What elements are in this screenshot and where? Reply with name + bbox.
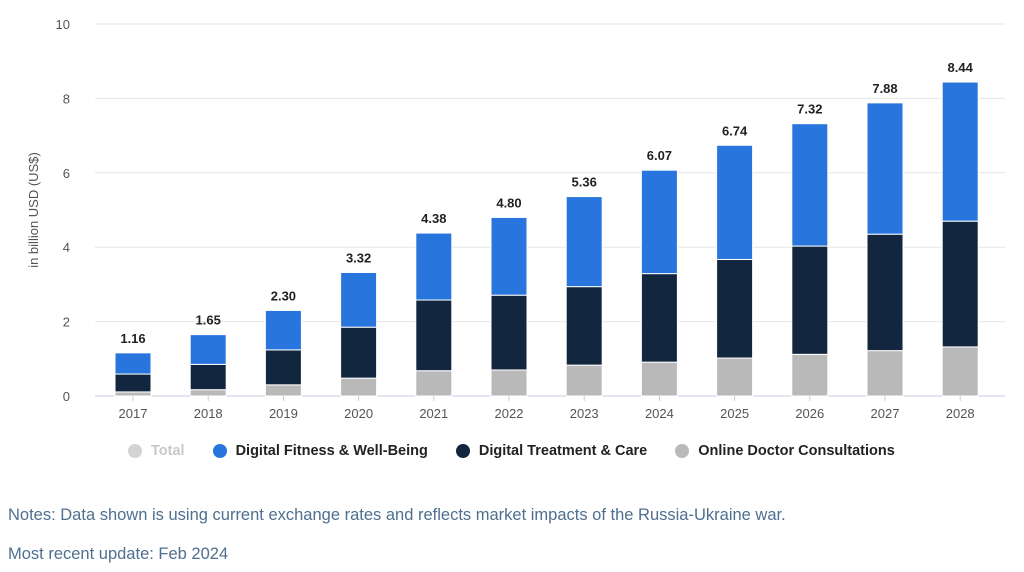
x-tick-label: 2018 — [194, 406, 223, 421]
legend-label: Digital Treatment & Care — [478, 443, 648, 459]
bar-segment — [941, 220, 979, 348]
x-tick-label: 2028 — [946, 406, 975, 421]
x-tick-label: 2027 — [871, 406, 900, 421]
data-label: 7.88 — [872, 81, 897, 96]
y-tick-label: 2 — [63, 315, 70, 330]
legend: Total Digital Fitness & Well-Being Digit… — [128, 443, 895, 459]
data-label: 1.65 — [196, 313, 221, 328]
bar-segment — [640, 361, 678, 397]
bar-segment — [340, 271, 378, 328]
data-label: 6.74 — [722, 123, 748, 138]
legend-label: Digital Fitness & Well-Being — [235, 443, 428, 459]
bar-segment — [866, 350, 904, 397]
x-tick-label: 2023 — [570, 406, 599, 421]
bar-segment — [716, 144, 754, 260]
update-text: Most recent update: Feb 2024 — [8, 545, 229, 563]
legend-dot — [128, 444, 142, 458]
bar-segment — [340, 326, 378, 379]
legend-dot — [212, 444, 227, 458]
bar-segment — [114, 373, 152, 393]
legend-item-fitness[interactable]: Digital Fitness & Well-Being — [212, 443, 428, 459]
bar-segment — [791, 245, 829, 355]
x-tick-label: 2022 — [495, 406, 524, 421]
bar-segment — [941, 346, 979, 397]
bar-segment — [415, 370, 453, 397]
bar-segment — [565, 364, 603, 397]
x-tick-label: 2020 — [344, 406, 373, 421]
legend-item-treatment[interactable]: Digital Treatment & Care — [455, 443, 648, 459]
bar-segment — [415, 299, 453, 372]
data-label: 6.07 — [647, 148, 672, 163]
bar-segment — [264, 349, 302, 386]
legend-item-consultations[interactable]: Online Doctor Consultations — [675, 443, 895, 459]
y-axis-label: in billion USD (US$) — [26, 152, 41, 268]
bar-segment — [716, 258, 754, 359]
y-tick-label: 8 — [63, 91, 70, 106]
bar-segment — [490, 216, 528, 296]
bar-segment — [264, 309, 302, 351]
bar-segment — [114, 391, 152, 397]
x-tick-label: 2026 — [795, 406, 824, 421]
stacked-bar-chart: 0 2 4 6 8 10 in billion USD (US$) 2017 1.16 2018 1… — [26, 17, 1005, 421]
bar-segment — [189, 389, 227, 397]
bar-segment — [340, 377, 378, 397]
data-label: 2.30 — [271, 288, 296, 303]
bar-segment — [791, 123, 829, 247]
data-label: 4.38 — [421, 211, 446, 226]
bar-segment — [866, 102, 904, 235]
x-tick-label: 2021 — [419, 406, 448, 421]
bar-segment — [264, 384, 302, 397]
y-tick-label: 0 — [63, 389, 70, 404]
bar-segment — [640, 273, 678, 363]
x-tick-label: 2025 — [720, 406, 749, 421]
y-tick-label: 4 — [63, 240, 70, 255]
bar-segment — [866, 233, 904, 352]
legend-dot — [455, 444, 470, 458]
bar-segment — [716, 357, 754, 397]
legend-label: Total — [151, 443, 185, 459]
bar-segment — [114, 352, 152, 375]
bar-segment — [791, 353, 829, 397]
bar-segment — [415, 232, 453, 301]
x-tick-label: 2017 — [119, 406, 148, 421]
bar-segment — [490, 294, 528, 371]
bar-segment — [941, 81, 979, 222]
x-tick-label: 2024 — [645, 406, 674, 421]
notes-text: Notes: Data shown is using current excha… — [8, 506, 786, 524]
x-tick-label: 2019 — [269, 406, 298, 421]
legend-label: Online Doctor Consultations — [698, 443, 895, 459]
y-tick-label: 10 — [56, 17, 70, 32]
bar-segment — [189, 334, 227, 365]
data-label: 8.44 — [948, 60, 974, 75]
y-tick-label: 6 — [63, 166, 70, 181]
data-label: 7.32 — [797, 102, 822, 117]
bar-segment — [565, 286, 603, 366]
bar-segment — [189, 363, 227, 391]
data-label: 1.16 — [120, 331, 145, 346]
bar-segment — [640, 169, 678, 275]
legend-dot — [675, 444, 690, 458]
legend-item-total[interactable]: Total — [128, 443, 185, 459]
bar-segment — [565, 196, 603, 288]
data-label: 3.32 — [346, 250, 371, 265]
bar-segment — [490, 369, 528, 397]
data-label: 4.80 — [496, 195, 521, 210]
data-label: 5.36 — [572, 175, 597, 190]
